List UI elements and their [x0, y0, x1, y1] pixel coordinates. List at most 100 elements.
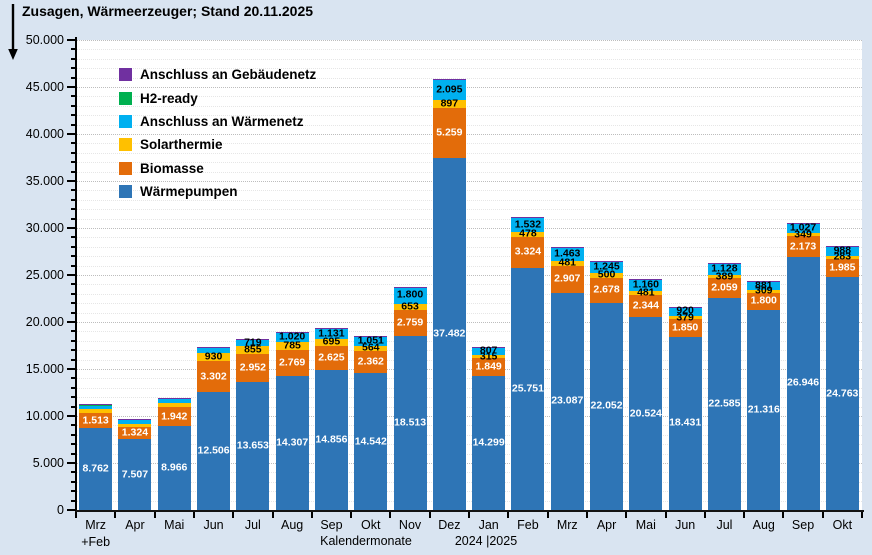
x-axis-tick	[468, 512, 470, 518]
bar-segment-waermepumpen: 7.507	[118, 439, 152, 510]
y-axis-tick-label: 25.000	[25, 268, 64, 282]
x-axis-tick	[153, 512, 156, 518]
bar-segment-gebaeudenetz	[79, 403, 113, 405]
bar-segment-solarthermie: 379	[668, 312, 702, 323]
gridline	[76, 416, 862, 417]
bar-segment-biomasse: 1.850	[668, 319, 702, 337]
gridline	[76, 162, 862, 164]
bar-segment-biomasse: 2.059	[707, 278, 741, 298]
gridline	[76, 96, 862, 98]
bar-segment-waermepumpen: 12.506	[197, 392, 231, 510]
bar-segment-biomasse: 1.800	[747, 292, 781, 310]
bar-value-label: 14.856	[315, 433, 348, 446]
gridline	[76, 256, 862, 258]
bar-value-label: 18.431	[669, 416, 702, 429]
x-axis-tick	[743, 512, 746, 518]
bar-segment-waermepumpen: 8.762	[79, 427, 113, 510]
x-axis-tick	[507, 512, 510, 518]
y-axis-tick	[71, 245, 76, 248]
bar-segment-waermepumpen: 22.585	[707, 297, 741, 510]
gridline	[76, 359, 862, 361]
y-axis-tick	[71, 170, 76, 173]
bar-segment-biomasse: 2.952	[236, 353, 270, 382]
bar-value-label: 1.160	[632, 278, 659, 291]
gridline	[76, 331, 862, 333]
bar-segment-solarthermie: 855	[236, 344, 270, 355]
y-axis-tick	[71, 57, 76, 60]
bar-value-label: 8.762	[82, 462, 109, 475]
bar-segment-waermenetz	[118, 419, 152, 424]
bar-segment-biomasse: 3.324	[511, 236, 545, 268]
bar-segment-solarthermie: 283	[825, 251, 859, 262]
gridline	[76, 500, 862, 502]
y-axis-tick	[71, 349, 76, 352]
legend-item-h2ready: H2-ready	[119, 86, 316, 109]
bar-value-label: 1.051	[357, 334, 384, 347]
x-axis-tick	[546, 512, 549, 518]
bar-value-label: 2.769	[279, 356, 306, 368]
y-axis-tick	[67, 86, 76, 88]
x-axis-tick	[271, 512, 274, 518]
bar-value-label: 1.463	[554, 247, 581, 260]
bar-value-label: 1.942	[161, 410, 188, 423]
bar-segment-solarthermie	[79, 409, 113, 414]
y-axis-tick	[67, 133, 76, 135]
y-axis-tick	[71, 114, 76, 117]
gridline	[76, 397, 862, 399]
x-axis-tick	[192, 512, 195, 518]
y-axis-tick	[71, 208, 76, 211]
x-axis-category-label: Feb	[517, 518, 539, 532]
gridline	[76, 181, 862, 182]
legend-label: Anschluss an Wärmenetz	[140, 113, 304, 129]
y-axis-tick-label: 0	[57, 503, 64, 517]
bar-segment-waermepumpen: 18.513	[393, 335, 427, 510]
gridline	[76, 472, 862, 474]
bar-segment-solarthermie: 349	[786, 229, 820, 240]
y-axis-tick	[67, 509, 76, 511]
bar-value-label: 14.299	[472, 436, 505, 449]
x-axis-category-label: Jun	[675, 518, 696, 532]
x-axis-line	[75, 510, 864, 512]
x-axis-category-label: Jan	[478, 518, 499, 532]
gridline	[76, 406, 862, 408]
x-axis-tick	[782, 512, 785, 518]
bar-value-label: 1.800	[396, 288, 424, 301]
bar-value-label: 1.513	[82, 414, 109, 427]
x-axis-tick	[114, 512, 117, 518]
bar-segment-solarthermie: 478	[511, 228, 545, 239]
bar-segment-waermepumpen: 24.763	[825, 277, 859, 510]
x-axis-year-label: 2024 |2025	[454, 534, 518, 548]
x-axis-category-label: Aug	[281, 518, 304, 532]
gridline	[76, 350, 862, 352]
y-axis-tick	[71, 292, 76, 295]
bar-value-label: 897	[440, 97, 459, 110]
bar-value-label: 2.678	[593, 283, 620, 296]
gridline	[76, 40, 862, 41]
bar-value-label: 20.524	[629, 407, 662, 420]
gridline	[76, 77, 862, 79]
legend-item-biomasse: Biomasse	[119, 157, 316, 180]
gridline	[76, 134, 862, 135]
bar-value-label: 8.966	[161, 461, 188, 474]
gridline	[76, 369, 862, 370]
bar-value-label: 1.245	[593, 260, 620, 273]
x-axis-caption: Kalendermonate	[320, 534, 412, 548]
y-axis-tick	[71, 339, 76, 342]
bar-segment-waermenetz: 719	[236, 337, 270, 348]
y-axis-tick	[71, 151, 76, 154]
gridline	[76, 171, 862, 173]
y-axis-tick	[71, 142, 76, 145]
x-axis-category-label: Mrz	[556, 518, 578, 532]
y-axis-tick	[67, 462, 76, 464]
y-axis-tick	[71, 386, 76, 389]
y-axis-tick	[67, 321, 76, 323]
gridline	[76, 378, 862, 380]
bar-segment-solarthermie	[157, 403, 191, 408]
y-axis-tick-label: 30.000	[25, 221, 64, 235]
gridline	[76, 124, 862, 126]
legend-label: Anschluss an Gebäudenetz	[140, 67, 317, 83]
gridline	[76, 199, 862, 201]
bar-segment-waermepumpen: 37.482	[432, 157, 466, 510]
bar-value-label: 12.506	[197, 444, 230, 457]
gridline	[76, 58, 862, 60]
